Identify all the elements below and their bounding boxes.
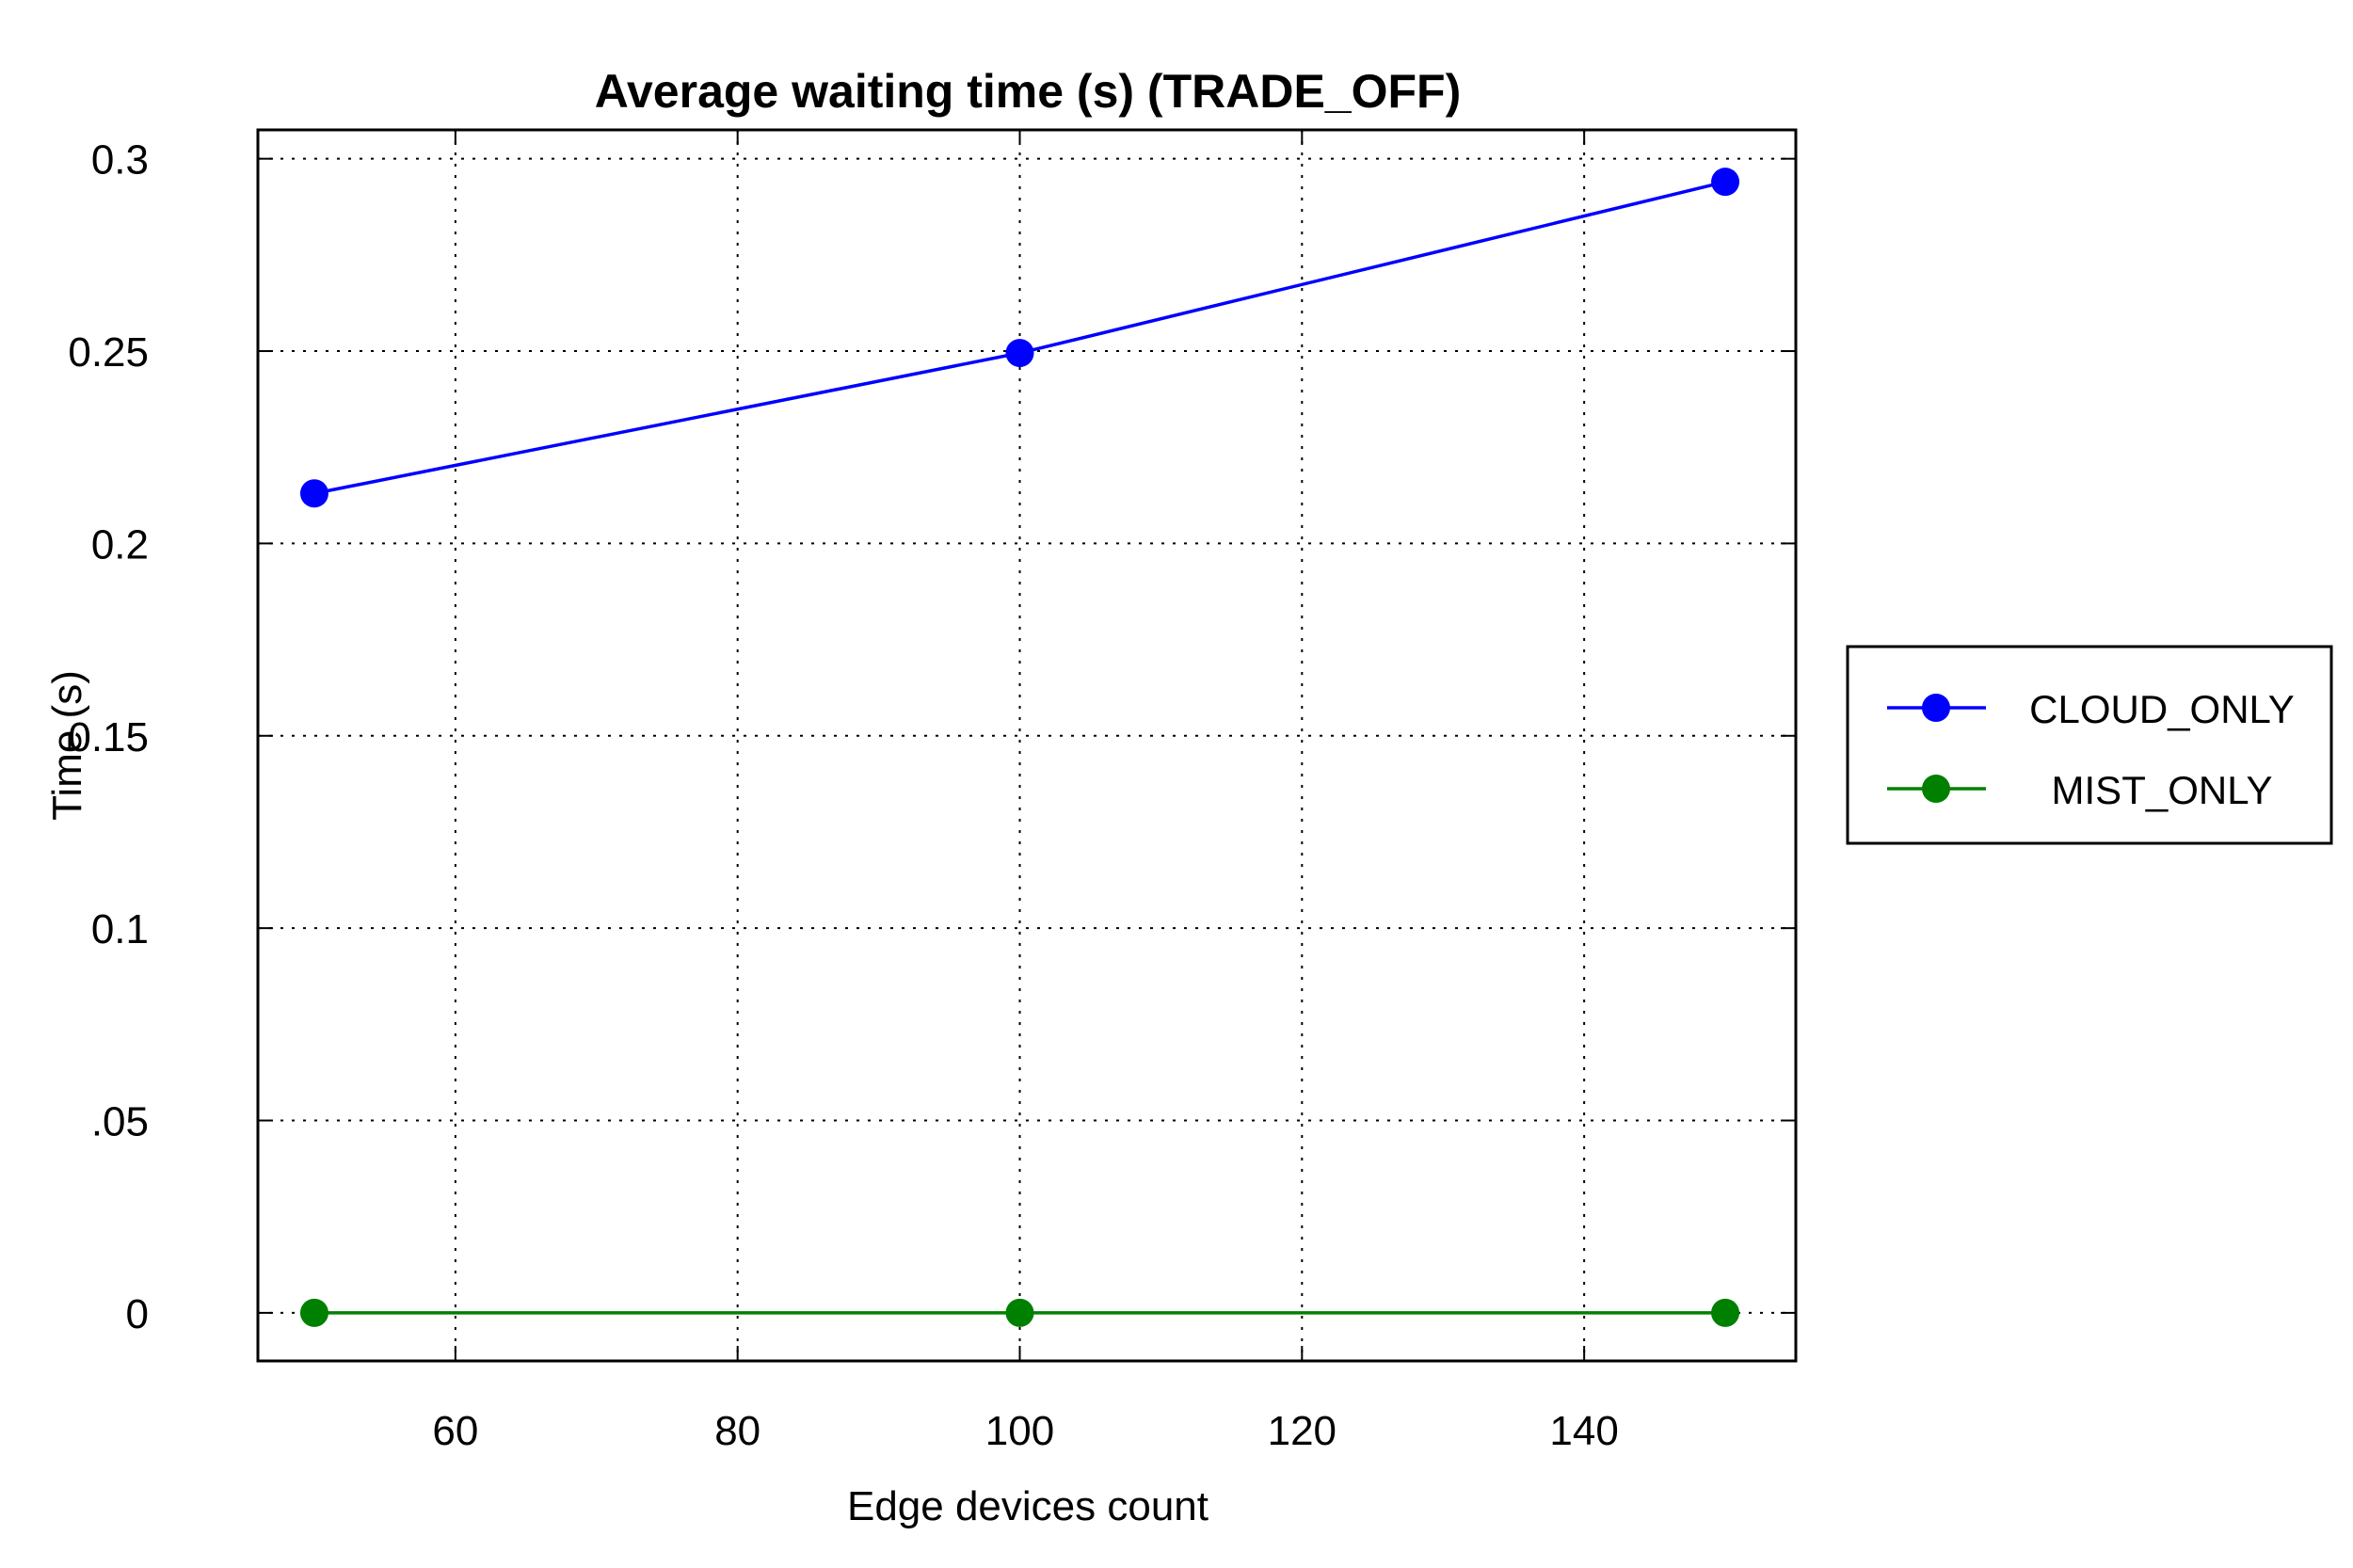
y-tick-label: 0.1 [91,906,149,952]
y-tick-label: 0.15 [68,714,149,760]
legend-box [1846,645,2333,845]
y-tick-label: 0.25 [68,329,149,376]
data-point-cloud-only [1711,168,1740,197]
x-tick-label: 140 [1549,1408,1618,1454]
grid-lines [258,130,1796,1361]
plot-area [256,128,1798,1363]
data-point-cloud-only [299,479,328,508]
x-axis-label: Edge devices count [847,1483,1209,1529]
data-point-cloud-only [1005,339,1034,368]
y-tick-label: 0.3 [91,137,149,184]
legend-label-cloud-only: CLOUD_ONLY [2029,687,2295,731]
chart-title: Average waiting time (s) (TRADE_OFF) [595,65,1461,118]
axis-ticks: 60 80 100 120 140 0 .05 0.1 0.15 0.2 0.25 0.3 [68,130,1796,1454]
y-tick-label: 0 [126,1291,149,1337]
data-series [299,168,1740,1327]
x-tick-label: 80 [714,1408,760,1454]
data-point-mist-only [299,1298,328,1327]
y-axis-label: Time (s) [44,670,90,821]
legend: CLOUD_ONLY MIST_ONLY [1846,645,2333,845]
data-point-mist-only [1005,1298,1034,1327]
x-tick-label: 100 [985,1408,1054,1454]
y-tick-label: 0.2 [91,521,149,568]
data-point-mist-only [1711,1298,1740,1327]
legend-marker-cloud-only [1922,694,1950,722]
x-tick-label: 60 [432,1408,478,1454]
y-tick-label: .05 [91,1099,149,1145]
x-tick-label: 120 [1268,1408,1337,1454]
legend-label-mist-only: MIST_ONLY [2052,768,2273,812]
legend-marker-mist-only [1922,775,1950,803]
